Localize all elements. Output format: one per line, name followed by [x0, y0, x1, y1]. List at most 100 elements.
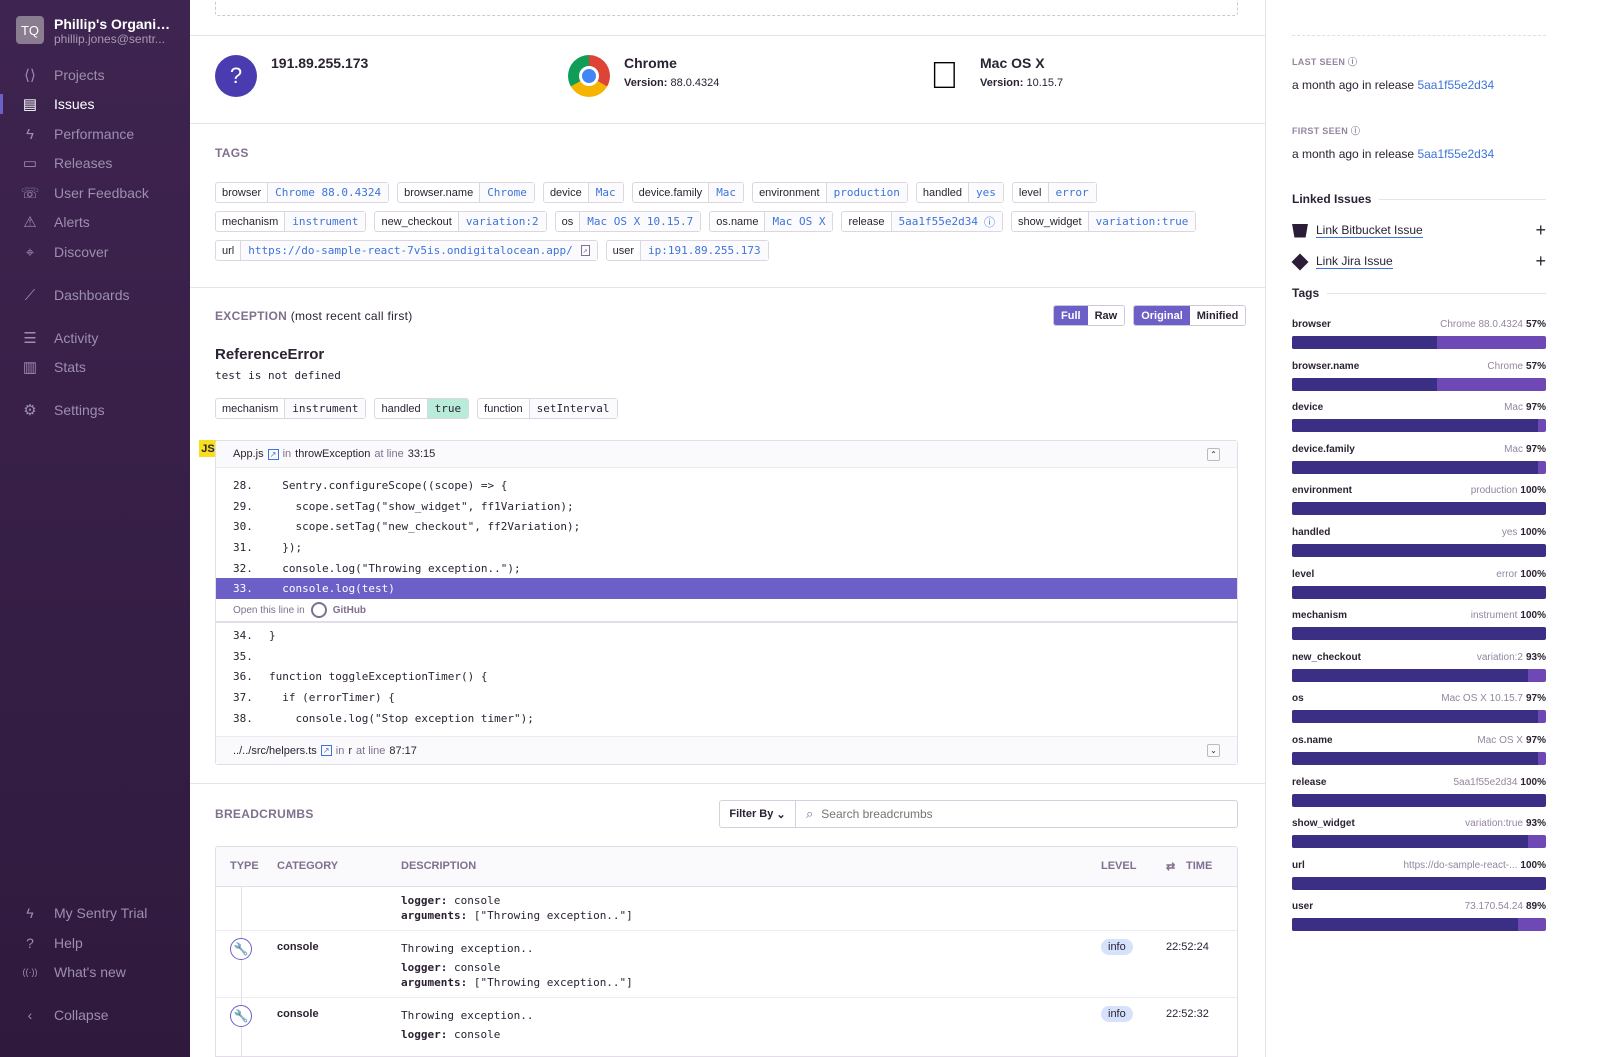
open-file-icon[interactable]: ↗ [267, 448, 279, 460]
tag-value[interactable]: Mac [709, 183, 744, 202]
tag-distribution-device[interactable]: device Mac 97% [1292, 402, 1546, 433]
tag-name: device.family [1292, 443, 1355, 455]
info-icon[interactable]: ⓘ [984, 215, 996, 229]
help-icon[interactable]: ⓘ [1350, 126, 1361, 136]
sidebar-item-discover[interactable]: ⌖ Discover [0, 239, 190, 265]
org-switcher[interactable]: TQ Phillip's Organiz... phillip.jones@se… [16, 16, 172, 46]
tag-os[interactable]: os Mac OS X 10.15.7 [554, 211, 702, 232]
release-link[interactable]: 5aa1f55e2d34 [1417, 78, 1495, 92]
tag-new-checkout[interactable]: new_checkout variation:2 [374, 211, 547, 232]
frame2-header[interactable]: ../../src/helpers.ts ↗ in r at line 87:1… [216, 736, 1237, 764]
plus-icon[interactable]: + [1535, 220, 1546, 240]
tag-bar [1292, 377, 1546, 391]
filter-by-dropdown[interactable]: Filter By ⌄ [720, 801, 796, 827]
tag-value[interactable]: Mac OS X [765, 212, 833, 231]
tag-environment[interactable]: environment production [752, 182, 908, 203]
tag-user[interactable]: user ip:191.89.255.173 [605, 240, 769, 261]
minified-button[interactable]: Minified [1189, 306, 1246, 325]
link-bitbucket[interactable]: Link Bitbucket Issue + [1292, 220, 1546, 241]
tag-value[interactable]: Mac OS X 10.15.7 [580, 212, 701, 231]
code-line: 29. scope.setTag("show_widget", ff1Varia… [216, 496, 1237, 517]
tag-device-family[interactable]: device.family Mac [631, 182, 745, 203]
sidebar-item-dashboards[interactable]: ⟋ Dashboards [0, 282, 190, 308]
sidebar-item-alerts[interactable]: ⚠ Alerts [0, 209, 190, 235]
tag-url[interactable]: url https://do-sample-react-7v5is.ondigit… [215, 240, 598, 261]
tag-distribution-level[interactable]: level error 100% [1292, 569, 1546, 599]
tag-browser-name[interactable]: browser.name Chrome [397, 182, 535, 203]
tag-value[interactable]: variation:true [1088, 212, 1196, 231]
line-code: if (errorTimer) { [269, 691, 395, 705]
tag-distribution-browser[interactable]: browser Chrome 88.0.4324 57% [1292, 319, 1546, 349]
tag-level[interactable]: level error [1011, 182, 1097, 203]
tag-show-widget[interactable]: show_widget variation:true [1011, 211, 1197, 232]
link-jira[interactable]: Link Jira Issue + [1291, 251, 1546, 272]
sort-icon[interactable]: ⇄ [1166, 861, 1176, 873]
tag-value[interactable]: error [1048, 183, 1096, 202]
tag-distribution-os-name[interactable]: os.name Mac OS X 97% [1292, 735, 1546, 765]
tag-value[interactable]: https://do-sample-react-7v5is.ondigitalo… [241, 241, 597, 260]
sidebar-item-my-sentry-trial[interactable]: ϟ My Sentry Trial [0, 900, 190, 926]
search-input[interactable] [821, 807, 1202, 821]
tag-browser[interactable]: browser Chrome 88.0.4324 [215, 182, 390, 203]
tag-distribution-mechanism[interactable]: mechanism instrument 100% [1292, 610, 1546, 641]
tag-distribution-url[interactable]: url https://do-sample-react-... 100% [1292, 860, 1546, 890]
tag-distribution-release[interactable]: release 5aa1f55e2d34 100% [1292, 777, 1546, 807]
tag-value[interactable]: 5aa1f55e2d34 ⓘ [891, 212, 1003, 231]
external-link-icon[interactable]: ↗ [580, 245, 590, 256]
sidebar-item-releases[interactable]: ▭ Releases [0, 150, 190, 176]
tag-distribution-os[interactable]: os Mac OS X 10.15.7 97% [1292, 693, 1546, 724]
tag-value[interactable]: Chrome [480, 183, 534, 202]
tag-mechanism[interactable]: mechanism instrument [215, 211, 367, 232]
tag-value[interactable]: yes [969, 183, 1003, 202]
sidebar-item-what-s-new[interactable]: ((·)) What's new [0, 959, 190, 985]
tag-value[interactable]: production [826, 183, 907, 202]
sidebar-item-settings[interactable]: ⚙ Settings [0, 397, 190, 423]
search-breadcrumbs[interactable]: ⌕ [796, 801, 1237, 827]
jira-link[interactable]: Link Jira Issue [1316, 254, 1393, 269]
breadcrumb-controls: Filter By ⌄ ⌕ [719, 800, 1238, 828]
tag-distribution-user[interactable]: user 73.170.54.24 89% [1292, 901, 1546, 932]
open-file-icon[interactable]: ↗ [320, 745, 332, 756]
tag-value[interactable]: Mac [588, 183, 623, 202]
tag-value[interactable]: Chrome 88.0.4324 [268, 183, 389, 202]
line-code: }); [269, 540, 303, 554]
col-time[interactable]: TIME [1186, 860, 1213, 872]
line-code: console.log(test) [269, 582, 395, 596]
tag-distribution-new-checkout[interactable]: new_checkout variation:2 93% [1292, 652, 1546, 682]
github-link[interactable]: GitHub [332, 604, 367, 616]
open-in-github[interactable]: Open this line in GitHub [216, 599, 1237, 624]
tag-distribution-handled[interactable]: handled yes 100% [1292, 527, 1546, 557]
tag-distribution-show-widget[interactable]: show_widget variation:true 93% [1292, 818, 1546, 849]
chevron-up-icon[interactable]: ⌃ [1207, 448, 1220, 461]
plus-icon[interactable]: + [1535, 251, 1546, 271]
bitbucket-link[interactable]: Link Bitbucket Issue [1316, 223, 1423, 238]
original-button[interactable]: Original [1134, 306, 1190, 325]
sidebar-item-performance[interactable]: ϟ Performance [0, 121, 190, 147]
tag-device[interactable]: device Mac [542, 182, 624, 203]
frame-header[interactable]: App.js ↗ in throwException at line 33:15… [216, 441, 1237, 468]
tag-distribution-device-family[interactable]: device.family Mac 97% [1292, 444, 1546, 474]
tag-bar [1292, 585, 1546, 599]
tag-value[interactable]: variation:2 [458, 212, 546, 231]
tag-distribution-environment[interactable]: environment production 100% [1292, 485, 1546, 516]
sidebar-item-user-feedback[interactable]: ☏ User Feedback [0, 180, 190, 206]
tag-release[interactable]: release 5aa1f55e2d34 ⓘ [841, 211, 1004, 232]
sidebar-item-collapse[interactable]: ‹ Collapse [0, 1002, 190, 1028]
sidebar-item-projects[interactable]: ⟨⟩ Projects [0, 62, 190, 88]
sidebar-item-activity[interactable]: ☰ Activity [0, 325, 190, 351]
raw-button[interactable]: Raw [1087, 306, 1125, 325]
tag-handled[interactable]: handled yes [915, 182, 1004, 203]
sidebar-item-issues[interactable]: ▤ Issues [0, 91, 190, 117]
chevron-down-icon[interactable]: ⌄ [1207, 744, 1220, 757]
sidebar-item-help[interactable]: ? Help [0, 930, 190, 956]
release-link[interactable]: 5aa1f55e2d34 [1417, 147, 1495, 161]
tag-os-name[interactable]: os.name Mac OS X [709, 211, 834, 232]
tag-value[interactable]: ip:191.89.255.173 [640, 241, 768, 260]
full-button[interactable]: Full [1054, 306, 1088, 325]
tag-value-text: instrument [292, 215, 359, 228]
tag-value[interactable]: instrument [285, 212, 366, 231]
tag-distribution-browser-name[interactable]: browser.name Chrome 57% [1292, 361, 1546, 391]
sidebar-item-stats[interactable]: ▥ Stats [0, 354, 190, 380]
help-icon[interactable]: ⓘ [1348, 57, 1358, 67]
filter-label: Filter By [729, 808, 774, 820]
